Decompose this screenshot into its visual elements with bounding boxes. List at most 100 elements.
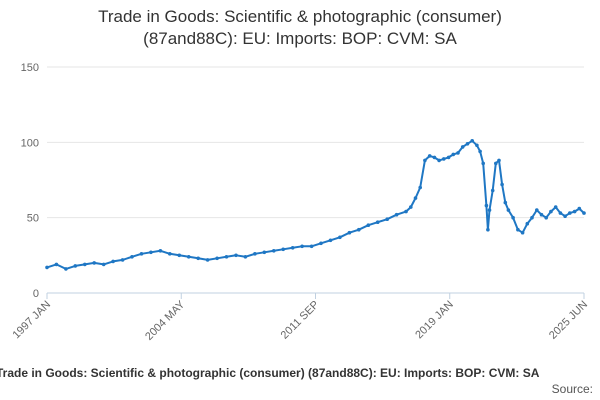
data-point [442, 157, 446, 161]
data-point [168, 252, 172, 256]
data-point [487, 208, 492, 212]
data-point [309, 244, 314, 249]
data-point [481, 161, 486, 166]
data-point [404, 209, 408, 214]
data-point [158, 249, 163, 253]
data-point [290, 246, 295, 250]
data-point [494, 161, 498, 166]
data-point [446, 155, 451, 160]
data-point [196, 256, 200, 261]
data-point [409, 205, 413, 209]
data-point [470, 139, 475, 143]
data-point [535, 208, 539, 212]
x-tick-label: 1997 JAN [10, 299, 53, 342]
chart-title-line-1: Trade in Goods: Scientific & photographi… [98, 7, 502, 26]
series-line [46, 139, 585, 270]
data-point [558, 211, 563, 215]
data-point [572, 209, 577, 214]
y-tick-label: 100 [21, 137, 39, 149]
data-point [460, 145, 465, 149]
data-point [234, 253, 238, 258]
data-point [338, 235, 342, 240]
data-point [511, 215, 515, 220]
data-point [243, 254, 248, 259]
data-point [366, 223, 371, 227]
data-point [549, 209, 553, 214]
data-point [486, 227, 490, 232]
data-point [64, 267, 68, 271]
data-point [215, 256, 219, 261]
data-point [149, 250, 153, 255]
data-point [177, 253, 182, 258]
data-point [45, 265, 49, 270]
x-tick-label: 2011 SEP [279, 299, 322, 342]
data-point [385, 217, 390, 221]
footer-source: Source: [551, 382, 593, 396]
x-tick-label: 2019 JAN [413, 299, 456, 342]
data-point [83, 262, 87, 267]
data-point [475, 143, 479, 148]
data-point [525, 221, 530, 226]
y-tick-label: 0 [33, 288, 39, 300]
data-point [272, 249, 276, 253]
data-point [490, 188, 495, 193]
data-point [456, 151, 460, 155]
data-point [427, 154, 432, 158]
data-point [394, 212, 399, 217]
data-point [503, 200, 508, 205]
x-tick-label: 2025 JUN [547, 299, 590, 342]
data-point [568, 211, 572, 215]
data-point [120, 258, 125, 262]
data-point [253, 252, 257, 256]
data-point [101, 262, 106, 267]
data-point [520, 230, 525, 235]
grid-lines [47, 66, 584, 219]
data-point [413, 196, 418, 200]
data-point [484, 203, 489, 208]
data-point [451, 152, 456, 157]
chart-title: Trade in Goods: Scientific & photographi… [0, 6, 600, 50]
series-layer [45, 139, 586, 271]
data-point [478, 149, 482, 154]
data-point [582, 211, 586, 215]
data-point [506, 208, 511, 212]
data-point [205, 258, 210, 262]
data-point [544, 215, 548, 220]
data-point [516, 227, 520, 232]
data-point [111, 259, 115, 264]
data-point [375, 220, 380, 224]
data-point [497, 158, 501, 163]
data-point [347, 230, 352, 235]
data-point [281, 247, 286, 252]
data-point [465, 142, 470, 146]
data-point [500, 182, 504, 187]
data-point [300, 244, 304, 249]
x-tick-label: 2004 MAY [143, 298, 188, 343]
data-point [563, 214, 567, 218]
data-point [437, 158, 441, 163]
data-point [423, 158, 427, 163]
data-point [319, 241, 323, 246]
data-point [73, 264, 78, 268]
data-point [139, 252, 144, 256]
data-point [432, 155, 437, 160]
data-point [418, 185, 423, 190]
data-point [357, 227, 361, 232]
data-point [92, 261, 96, 265]
data-point [577, 206, 582, 211]
data-point [224, 254, 229, 259]
chart-footer: Trade in Goods: Scientific & photographi… [0, 364, 600, 400]
data-point [262, 250, 267, 255]
footer-title: Trade in Goods: Scientific & photographi… [0, 366, 540, 380]
chart-title-line-2: (87and88C): EU: Imports: BOP: CVM: SA [143, 29, 457, 48]
data-point [328, 238, 333, 243]
data-point [530, 215, 534, 220]
y-tick-label: 50 [27, 213, 39, 225]
y-tick-label: 150 [21, 62, 39, 74]
y-axis: 0 50 100 150 [21, 62, 39, 300]
data-point [54, 262, 59, 267]
x-axis: 1997 JAN 2004 MAY 2011 SEP 2019 JAN 2025 JUN [10, 292, 590, 343]
data-point [186, 254, 191, 259]
data-point [553, 205, 558, 209]
